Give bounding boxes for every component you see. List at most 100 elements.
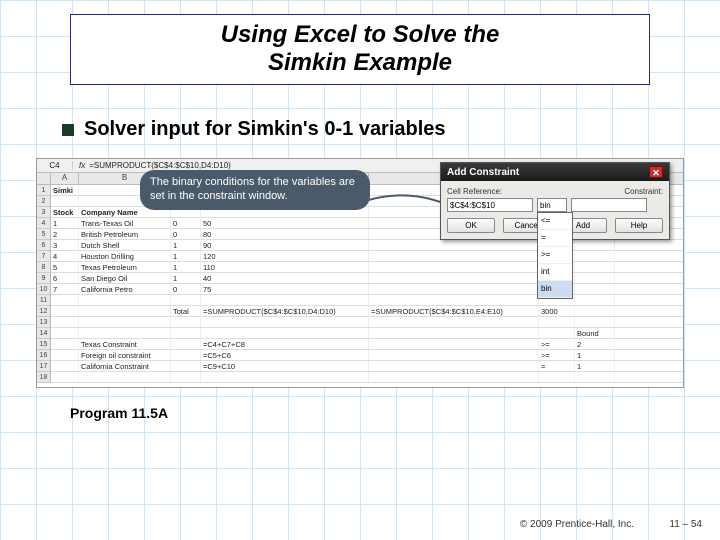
operator-option[interactable]: = xyxy=(538,230,572,247)
cell[interactable] xyxy=(575,273,615,283)
row-header[interactable]: 7 xyxy=(37,251,50,262)
cell[interactable] xyxy=(171,328,201,338)
cell[interactable]: >= xyxy=(539,339,575,349)
cell[interactable]: 2 xyxy=(575,339,615,349)
cell[interactable]: Texas Petroleum xyxy=(79,262,171,272)
cell[interactable]: British Petroleum xyxy=(79,229,171,239)
row-header[interactable]: 9 xyxy=(37,273,50,284)
cell[interactable]: San Diego Oil xyxy=(79,273,171,283)
cell[interactable] xyxy=(575,295,615,305)
cell[interactable] xyxy=(171,350,201,360)
cell[interactable] xyxy=(51,361,79,371)
row-header[interactable]: 8 xyxy=(37,262,50,273)
cell[interactable]: Stock xyxy=(51,207,79,217)
operator-option[interactable]: >= xyxy=(538,247,572,264)
cell[interactable] xyxy=(79,317,171,327)
ok-button[interactable]: OK xyxy=(447,218,495,233)
cell[interactable] xyxy=(369,317,539,327)
cell[interactable]: 1 xyxy=(575,361,615,371)
cell[interactable] xyxy=(575,306,615,316)
cell[interactable] xyxy=(79,372,171,382)
cell[interactable]: 1 xyxy=(171,262,201,272)
col-header[interactable]: A xyxy=(51,173,79,184)
cell[interactable]: 4 xyxy=(51,251,79,261)
cell[interactable]: Foreign oil constraint xyxy=(79,350,171,360)
row-header[interactable]: 11 xyxy=(37,295,50,306)
cell[interactable]: =SUMPRODUCT($C$4:$C$10,D4:D10) xyxy=(201,306,369,316)
close-icon[interactable]: ✕ xyxy=(649,166,663,178)
cell[interactable]: 1 xyxy=(171,273,201,283)
operator-select[interactable]: bin <= = >= int bin xyxy=(537,198,567,212)
dialog-titlebar[interactable]: Add Constraint ✕ xyxy=(441,163,669,181)
cell[interactable] xyxy=(575,251,615,261)
help-button[interactable]: Help xyxy=(615,218,663,233)
name-box[interactable]: C4 xyxy=(37,161,73,170)
row-header[interactable]: 17 xyxy=(37,361,50,372)
cell[interactable]: 6 xyxy=(51,273,79,283)
cellref-input[interactable]: $C$4:$C$10 xyxy=(447,198,533,212)
cell[interactable]: 7 xyxy=(51,284,79,294)
cell[interactable]: Bound xyxy=(575,328,615,338)
cell[interactable] xyxy=(201,317,369,327)
cell[interactable]: 0 xyxy=(171,229,201,239)
cell[interactable]: 5 xyxy=(51,262,79,272)
cell[interactable] xyxy=(51,350,79,360)
cell[interactable] xyxy=(369,295,539,305)
cell[interactable] xyxy=(539,317,575,327)
cell[interactable] xyxy=(171,361,201,371)
cell[interactable] xyxy=(171,295,201,305)
cell[interactable] xyxy=(201,372,369,382)
cell[interactable]: 1 xyxy=(171,240,201,250)
cell[interactable]: 75 xyxy=(201,284,369,294)
cell[interactable] xyxy=(575,372,615,382)
constraint-input[interactable] xyxy=(571,198,647,212)
cell[interactable] xyxy=(201,328,369,338)
cell[interactable]: 2 xyxy=(51,229,79,239)
cell[interactable] xyxy=(51,317,79,327)
cell[interactable] xyxy=(369,350,539,360)
cell[interactable] xyxy=(369,240,539,250)
cell[interactable] xyxy=(51,372,79,382)
cell[interactable]: Houston Drilling xyxy=(79,251,171,261)
cell[interactable]: 50 xyxy=(201,218,369,228)
row-header[interactable]: 15 xyxy=(37,339,50,350)
cell[interactable]: =C4+C7+C8 xyxy=(201,339,369,349)
cell[interactable] xyxy=(51,328,79,338)
cell[interactable]: 1 xyxy=(51,218,79,228)
row-header[interactable]: 14 xyxy=(37,328,50,339)
row-header[interactable]: 12 xyxy=(37,306,50,317)
row-header[interactable]: 2 xyxy=(37,196,50,207)
row-header[interactable]: 6 xyxy=(37,240,50,251)
cell[interactable]: 80 xyxy=(201,229,369,239)
cell[interactable] xyxy=(51,339,79,349)
cell[interactable]: Dutch Shell xyxy=(79,240,171,250)
cell[interactable]: 120 xyxy=(201,251,369,261)
cell[interactable]: 40 xyxy=(201,273,369,283)
cell[interactable]: 0 xyxy=(171,284,201,294)
cell[interactable] xyxy=(539,372,575,382)
cell[interactable] xyxy=(575,262,615,272)
cell[interactable]: 3000 xyxy=(539,306,575,316)
cell[interactable]: 0 xyxy=(171,218,201,228)
cell[interactable]: California Constraint xyxy=(79,361,171,371)
cell[interactable]: Total xyxy=(171,306,201,316)
cell[interactable] xyxy=(575,317,615,327)
cell[interactable] xyxy=(539,328,575,338)
cell[interactable] xyxy=(369,273,539,283)
cell[interactable]: Texas Constraint xyxy=(79,339,171,349)
cell[interactable] xyxy=(575,240,615,250)
cell[interactable]: = xyxy=(539,361,575,371)
cell[interactable]: 90 xyxy=(201,240,369,250)
operator-option[interactable]: int xyxy=(538,264,572,281)
cell[interactable]: =SUMPRODUCT($C$4:$C$10,E4:E10) xyxy=(369,306,539,316)
cell[interactable]: Trans-Texas Oil xyxy=(79,218,171,228)
cell[interactable] xyxy=(51,196,79,206)
cell[interactable]: Simki xyxy=(51,185,79,195)
row-header[interactable]: 5 xyxy=(37,229,50,240)
cell[interactable] xyxy=(171,317,201,327)
cell[interactable] xyxy=(79,328,171,338)
cell[interactable] xyxy=(369,262,539,272)
cell[interactable]: >= xyxy=(539,350,575,360)
cell[interactable]: =C5+C6 xyxy=(201,350,369,360)
cell[interactable] xyxy=(79,295,171,305)
